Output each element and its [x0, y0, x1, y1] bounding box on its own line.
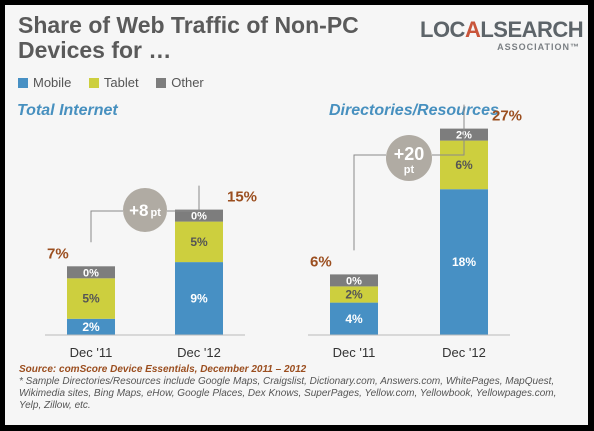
bar-other-0-1 [175, 209, 223, 222]
bar-label-mobile-0-1: 9% [190, 292, 208, 306]
bar-label-other-0-1: 0% [191, 211, 207, 223]
legend-swatch-other [156, 78, 167, 88]
change-unit-1: pt [404, 164, 415, 176]
bar-label-mobile-0-0: 2% [82, 320, 100, 334]
panel-title-total-internet: Total Internet [17, 102, 118, 119]
connector-left-0 [90, 210, 123, 243]
bar-label-tablet-0-0: 5% [82, 292, 100, 306]
sample-note: * Sample Directories/Resources include G… [19, 376, 557, 411]
legend-item-other: Other [156, 75, 204, 90]
tick-label-0-0: Dec '11 [70, 345, 113, 360]
total-label-0-1: 15% [227, 189, 257, 206]
page-title: Share of Web Traffic of Non-PC Devices f… [18, 12, 359, 63]
bar-label-mobile-1-1: 18% [452, 255, 476, 269]
bar-mobile-0-0 [67, 318, 115, 335]
source-note: Source: comScore Device Essentials, Dece… [19, 364, 307, 375]
bar-mobile-0-1 [175, 262, 223, 335]
legend-item-mobile: Mobile [18, 75, 71, 90]
connector-right-0 [167, 185, 200, 212]
bar-label-tablet-0-1: 5% [190, 235, 208, 249]
bar-mobile-1-1 [440, 189, 488, 335]
bar-other-1-0 [330, 274, 378, 287]
connector-right-1 [432, 104, 465, 156]
panel-title-directories: Directories/Resources [329, 102, 499, 119]
total-label-0-0: 7% [47, 245, 69, 262]
connector-left-1 [353, 154, 386, 251]
bar-tablet-0-0 [67, 278, 115, 319]
change-label-0: +8 pt [129, 201, 161, 220]
legend: Mobile Tablet Other [18, 75, 218, 90]
tick-label-0-1: Dec '12 [177, 345, 221, 360]
bar-label-mobile-1-0: 4% [345, 312, 363, 326]
legend-swatch-tablet [88, 78, 99, 88]
tick-label-1-0: Dec '11 [333, 345, 376, 360]
logo-subtitle: ASSOCIATION™ [497, 42, 580, 52]
logo-wordmark: LOCALSEARCH [420, 17, 584, 42]
bar-tablet-1-0 [330, 286, 378, 303]
change-bubble-0 [123, 188, 167, 232]
bar-other-0-0 [67, 266, 115, 279]
change-bubble-1 [386, 135, 432, 181]
bar-label-other-0-0: 0% [83, 267, 99, 279]
bar-mobile-1-0 [330, 302, 378, 335]
tick-label-1-1: Dec '12 [442, 345, 486, 360]
bar-label-other-1-0: 0% [346, 275, 362, 287]
bar-tablet-0-1 [175, 221, 223, 263]
legend-item-tablet: Tablet [88, 75, 139, 90]
total-label-1-0: 6% [310, 253, 332, 270]
change-label-1: +20 [394, 144, 425, 164]
stacked-bar-charts: 2%5%0%7%Dec '119%5%0%15%Dec '12+8 pt4%2%0… [45, 104, 522, 360]
bar-label-tablet-1-0: 2% [345, 288, 363, 302]
legend-swatch-mobile [18, 78, 28, 88]
bar-label-tablet-1-1: 6% [455, 158, 473, 172]
total-label-1-1: 27% [492, 108, 522, 125]
footer: Source: comScore Device Essentials, Dece… [19, 364, 579, 412]
slide: Share of Web Traffic of Non-PC Devices f… [5, 5, 588, 425]
logo: LOCALSEARCH ASSOCIATION™ [420, 17, 584, 53]
